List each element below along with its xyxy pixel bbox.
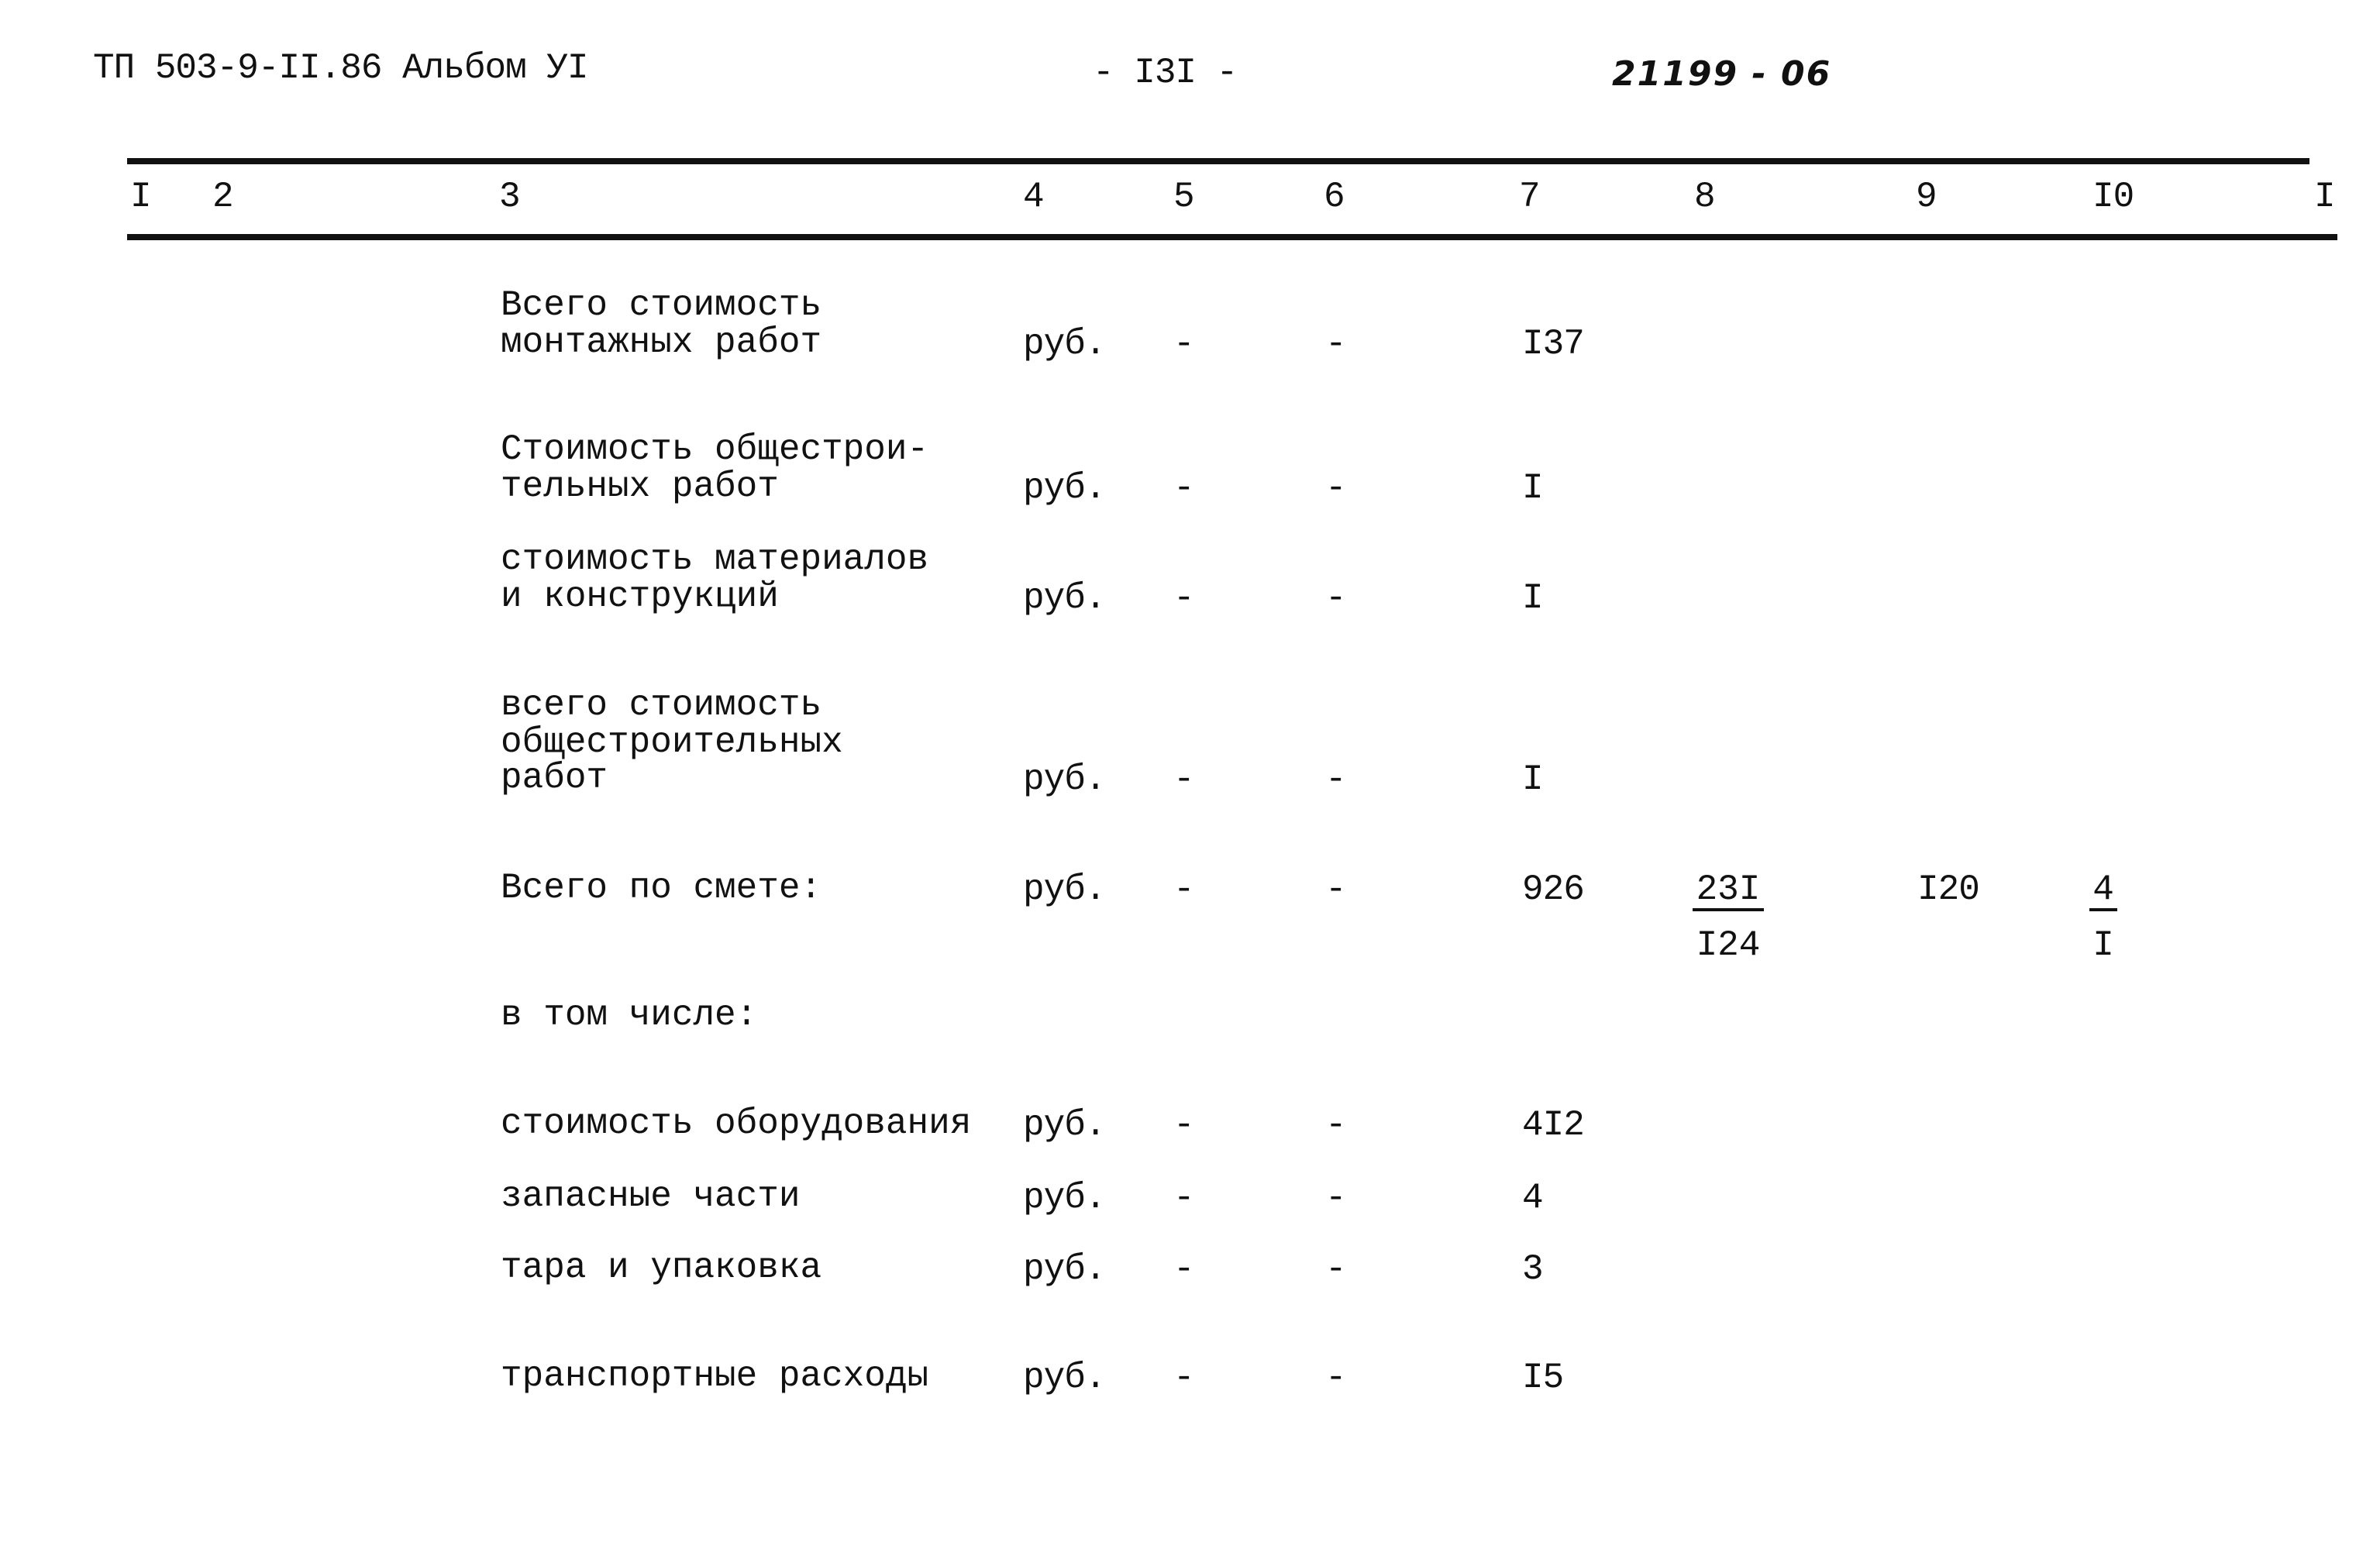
col5-cell: -	[1173, 1358, 1195, 1398]
col6-cell: -	[1325, 577, 1347, 618]
unit-cell: руб.	[1023, 577, 1106, 618]
handwritten-number: 21199 - 06	[1612, 56, 1832, 95]
col6-cell: -	[1325, 869, 1347, 910]
row-label: запасные части	[501, 1176, 801, 1217]
col-header-10: I0	[2092, 177, 2134, 217]
col5-cell: -	[1173, 577, 1195, 618]
col6-cell: -	[1325, 1358, 1347, 1398]
col5-cell: -	[1173, 759, 1195, 800]
col-header-3: 3	[499, 177, 521, 217]
row-label: и конструкций	[501, 576, 779, 616]
unit-cell: руб.	[1023, 1358, 1106, 1398]
col7-cell: I	[1522, 759, 1544, 800]
col7-cell: I37	[1522, 323, 1585, 363]
row-label: стоимость оборудования	[501, 1103, 972, 1144]
fraction-denominator: I	[2092, 925, 2114, 966]
col-header-4: 4	[1023, 177, 1045, 217]
row-label: Всего стоимость	[501, 285, 822, 325]
row-label: всего стоимость	[501, 685, 822, 725]
col9-cell: I20	[1917, 869, 1980, 910]
col6-cell: -	[1325, 1249, 1347, 1289]
col7-cell: 926	[1522, 869, 1585, 910]
col6-cell: -	[1325, 1105, 1347, 1145]
col-header-9: 9	[1916, 177, 1937, 217]
col-header-7: 7	[1519, 177, 1541, 217]
col5-cell: -	[1173, 467, 1195, 508]
col7-cell: I	[1522, 577, 1544, 618]
unit-cell: руб.	[1023, 1105, 1106, 1145]
row-label: Всего по смете:	[501, 868, 822, 908]
unit-cell: руб.	[1023, 1249, 1106, 1289]
unit-cell: руб.	[1023, 467, 1106, 508]
row-label: работ	[501, 758, 608, 798]
fraction-numerator: 4	[2089, 871, 2117, 911]
col5-cell: -	[1173, 323, 1195, 363]
col6-cell: -	[1325, 467, 1347, 508]
col6-cell: -	[1325, 1178, 1347, 1218]
fraction-numerator: 23I	[1693, 871, 1764, 911]
row-label: стоимость материалов	[501, 539, 929, 580]
row-label: тельных работ	[501, 466, 779, 506]
document-code: ТП 503-9-II.86 Альбом УI	[93, 48, 589, 88]
row-label: тара и упаковка	[501, 1248, 822, 1288]
col-header-1: I	[130, 177, 152, 217]
top-rule	[127, 158, 2309, 164]
col5-cell: -	[1173, 1249, 1195, 1289]
col7-cell: I	[1522, 467, 1544, 508]
row-label: в том числе:	[501, 995, 758, 1035]
col6-cell: -	[1325, 759, 1347, 800]
fraction-denominator: I24	[1696, 925, 1761, 966]
unit-cell: руб.	[1023, 869, 1106, 910]
row-label: общестроительных	[501, 721, 843, 762]
row-label: транспортные расходы	[501, 1356, 929, 1396]
col7-cell: 4I2	[1522, 1105, 1585, 1145]
page-number: - I3I -	[1093, 53, 1238, 93]
col5-cell: -	[1173, 1178, 1195, 1218]
col-header-11: I	[2314, 177, 2336, 217]
col-header-5: 5	[1173, 177, 1195, 217]
col5-cell: -	[1173, 1105, 1195, 1145]
col8-fraction: 23I I24	[1693, 871, 1764, 964]
col6-cell: -	[1325, 323, 1347, 363]
col-header-6: 6	[1324, 177, 1345, 217]
unit-cell: руб.	[1023, 759, 1106, 800]
col7-cell: I5	[1522, 1358, 1564, 1398]
col5-cell: -	[1173, 869, 1195, 910]
row-label: монтажных работ	[501, 322, 822, 362]
col7-cell: 4	[1522, 1178, 1544, 1218]
header-bottom-rule	[127, 234, 2337, 240]
unit-cell: руб.	[1023, 1178, 1106, 1218]
row-label: Стоимость общестрои-	[501, 429, 929, 470]
col-header-8: 8	[1694, 177, 1716, 217]
col7-cell: 3	[1522, 1249, 1544, 1289]
col-header-2: 2	[212, 177, 234, 217]
unit-cell: руб.	[1023, 323, 1106, 363]
